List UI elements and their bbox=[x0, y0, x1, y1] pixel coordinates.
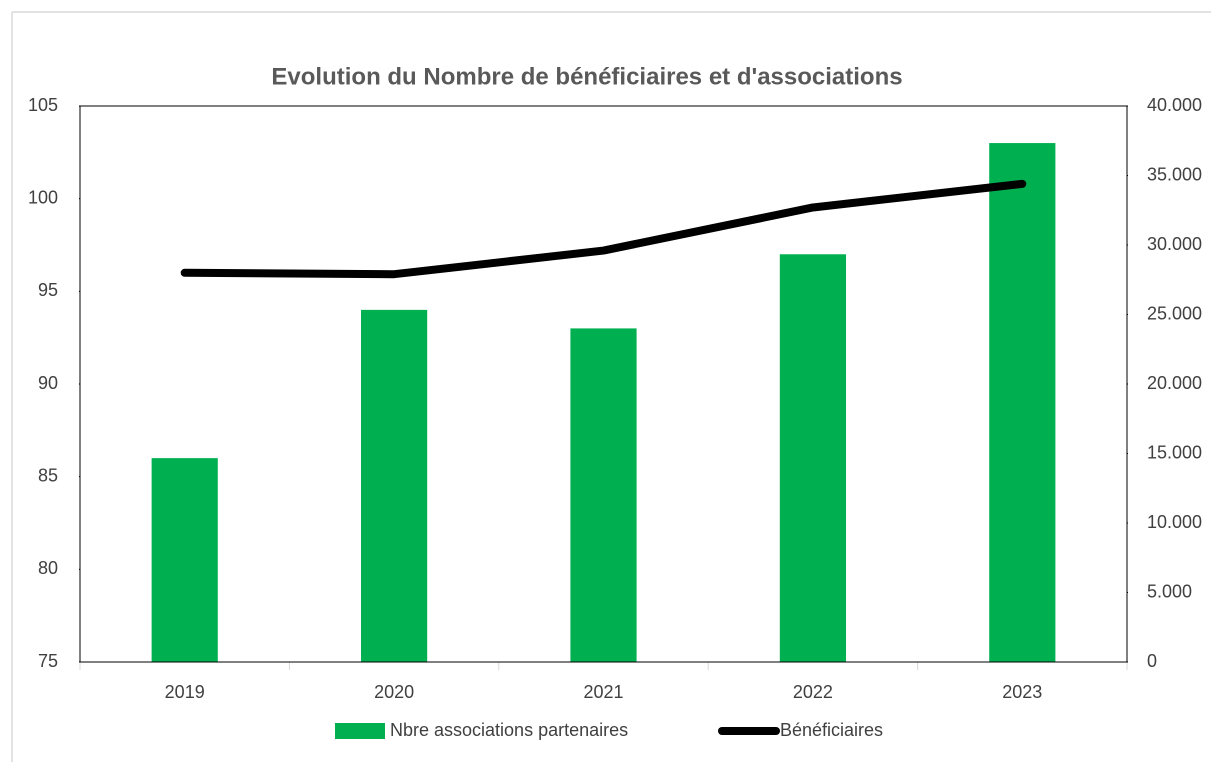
legend-label: Nbre associations partenaires bbox=[390, 720, 628, 740]
legend-label: Bénéficiaires bbox=[780, 720, 883, 740]
y2-tick-label: 35.000 bbox=[1147, 164, 1202, 184]
x-tick-label: 2021 bbox=[583, 682, 623, 702]
plot-frame bbox=[79, 105, 1128, 663]
bar bbox=[989, 143, 1056, 663]
y-tick-label: 80 bbox=[38, 558, 58, 578]
y2-tick-label: 5.000 bbox=[1147, 581, 1192, 601]
legend-swatch bbox=[335, 723, 385, 739]
bar bbox=[151, 458, 218, 662]
y-tick-label: 105 bbox=[28, 95, 58, 115]
y2-tick-label: 15.000 bbox=[1147, 442, 1202, 462]
y2-tick-label: 20.000 bbox=[1147, 373, 1202, 393]
y2-tick-label: 10.000 bbox=[1147, 512, 1202, 532]
y2-tick-label: 40.000 bbox=[1147, 95, 1202, 115]
x-tick-label: 2023 bbox=[1002, 682, 1042, 702]
bar bbox=[570, 328, 637, 662]
x-tick-label: 2019 bbox=[165, 682, 205, 702]
line bbox=[180, 179, 1027, 279]
y-tick-label: 95 bbox=[38, 280, 58, 300]
y2-tick-label: 30.000 bbox=[1147, 234, 1202, 254]
y-tick-label: 75 bbox=[38, 651, 58, 671]
chart-title: Evolution du Nombre de bénéficiaires et … bbox=[271, 63, 902, 90]
y2-tick-label: 25.000 bbox=[1147, 303, 1202, 323]
y-tick-label: 100 bbox=[28, 187, 58, 207]
bar bbox=[779, 254, 846, 662]
y2-tick-label: 0 bbox=[1147, 651, 1157, 671]
bar bbox=[361, 309, 428, 662]
x-tick-label: 2020 bbox=[374, 682, 414, 702]
y-tick-label: 90 bbox=[38, 373, 58, 393]
y-tick-label: 85 bbox=[38, 465, 58, 485]
x-tick-label: 2022 bbox=[793, 682, 833, 702]
